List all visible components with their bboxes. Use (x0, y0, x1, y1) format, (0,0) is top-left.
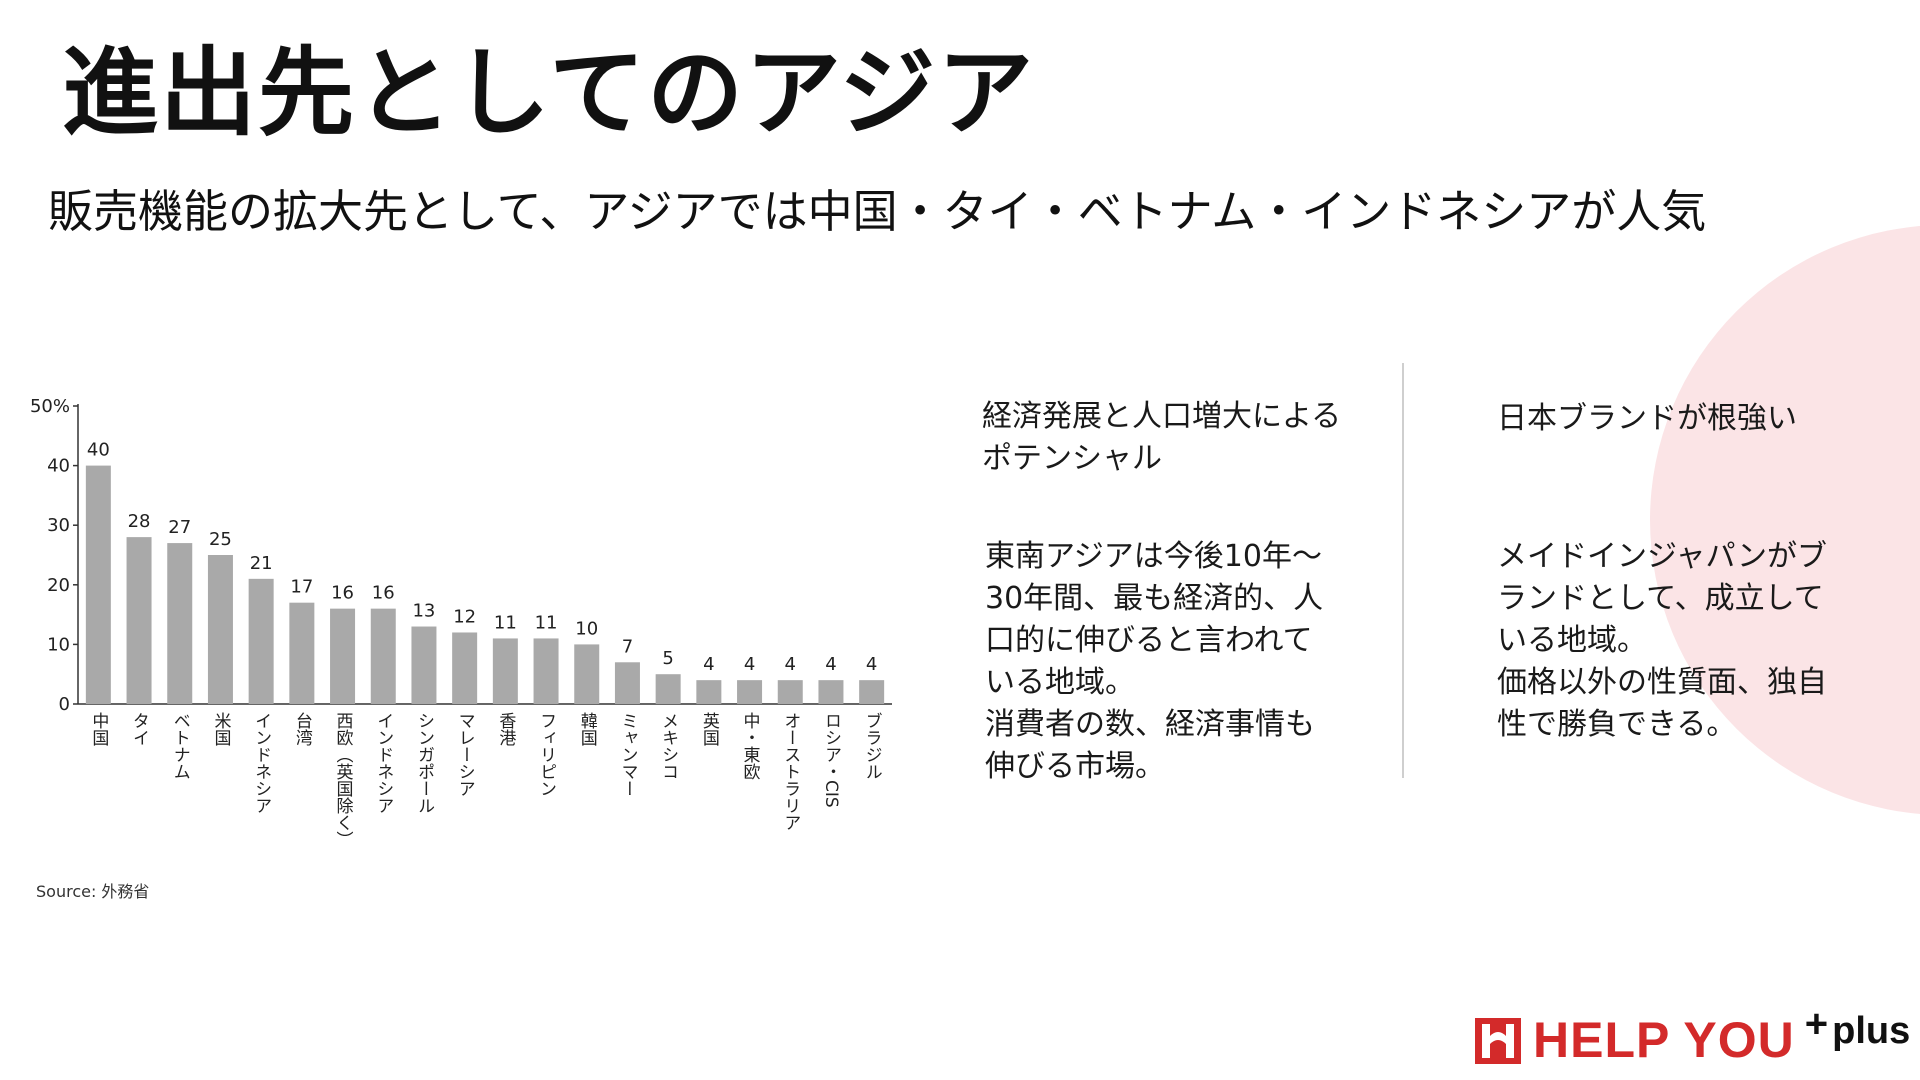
x-tick-label: マレーシア (455, 712, 475, 797)
bar (655, 674, 681, 704)
brand-heading: 日本ブランドが根強い (1497, 401, 1797, 436)
left-column-body: 東南アジアは今後10年〜 30年間、最も経済的、人 口的に伸びると言われて いる… (985, 536, 1385, 788)
bar-chart: 0 10 20 30 40 50% 40 中国 28 タイ 27 ベトナム 25 米国 21 インドネシア 17… (30, 396, 892, 848)
bar (737, 680, 763, 704)
x-tick-label: 米国 (210, 712, 231, 746)
column-divider (1402, 363, 1404, 778)
x-tick-label: 英国 (699, 712, 720, 746)
data-label: 11 (494, 612, 517, 633)
bar (452, 632, 478, 704)
data-label: 27 (168, 517, 191, 538)
data-label: 13 (412, 601, 435, 622)
bar (330, 608, 356, 704)
bar (126, 537, 152, 704)
y-tick-label: 20 (47, 575, 70, 596)
bar (777, 680, 803, 704)
x-tick-label: フィリピン (536, 712, 556, 797)
data-label: 4 (703, 654, 714, 675)
x-tick-label: 香港 (495, 712, 515, 746)
x-tick-label: 台湾 (292, 712, 313, 747)
y-tick-label: 40 (47, 456, 70, 477)
y-tick-label: 10 (47, 634, 70, 655)
source-note: Source: 外務省 (36, 882, 150, 901)
bar (859, 680, 885, 704)
x-tick-label: タイ (129, 712, 149, 746)
x-tick-label: ブラジル (862, 712, 882, 780)
data-label: 4 (866, 654, 877, 675)
bar (85, 465, 111, 704)
data-label: 10 (575, 618, 598, 639)
data-label: 5 (662, 648, 673, 669)
data-label: 40 (87, 440, 110, 461)
potential-body: 東南アジアは今後10年〜 30年間、最も経済的、人 口的に伸びると言われて いる… (985, 539, 1324, 784)
brand-mark-icon (1475, 1018, 1521, 1064)
data-label: 4 (825, 654, 836, 675)
x-tick-label: 西欧（英国除く） (333, 712, 354, 848)
data-label: 25 (209, 529, 232, 550)
right-column-heading: 日本ブランドが根強い (1497, 398, 1897, 440)
bar (818, 680, 844, 704)
x-tick-label: 韓国 (577, 712, 598, 746)
bar (411, 626, 437, 704)
x-tick-label: メキシコ (658, 712, 678, 780)
x-tick-label: オーストラリア (780, 712, 800, 831)
y-tick-label: 50% (30, 396, 70, 417)
logo-plus-sign: + (1804, 1002, 1829, 1046)
x-tick-label: シンガポール (414, 712, 434, 814)
x-tick-label: 中・東欧 (740, 712, 761, 780)
x-tick-label: インドネシア (373, 712, 393, 814)
x-tick-label: ベトナム (170, 712, 190, 780)
data-label: 16 (372, 583, 395, 604)
bar (492, 638, 518, 704)
data-label: 4 (744, 654, 755, 675)
data-label: 4 (785, 654, 796, 675)
data-label: 21 (250, 553, 273, 574)
bar (207, 555, 233, 704)
x-tick-label: ミャンマー (617, 712, 637, 797)
bar (533, 638, 559, 704)
bar (370, 608, 396, 704)
logo-text: HELP YOU (1533, 1012, 1795, 1068)
logo-plus-word: plus (1832, 1010, 1911, 1052)
x-tick-label: 中国 (88, 712, 108, 746)
company-logo: HELP YOU + plus (1475, 1004, 1910, 1070)
data-label: 11 (535, 612, 558, 633)
potential-heading: 経済発展と人口増大による ポテンシャル (982, 399, 1342, 476)
data-label: 28 (128, 511, 151, 532)
y-tick-label: 30 (47, 515, 70, 536)
data-label: 17 (290, 577, 313, 598)
x-tick-label: ロシア・CIS (821, 712, 841, 808)
bar (574, 644, 600, 704)
bar (167, 543, 193, 704)
page-title: 進出先としてのアジア (62, 37, 1036, 149)
bar (696, 680, 722, 704)
page-subtitle: 販売機能の拡大先として、アジアでは中国・タイ・ベトナム・インドネシアが人気 (48, 185, 1707, 238)
data-label: 12 (453, 606, 476, 627)
left-column-heading: 経済発展と人口増大による ポテンシャル (982, 396, 1382, 480)
x-tick-label: インドネシア (251, 712, 271, 814)
right-column-body: メイドインジャパンがブ ランドとして、成立して いる地域。 価格以外の性質面、独… (1497, 536, 1897, 746)
bar (614, 662, 640, 704)
data-label: 7 (622, 636, 633, 657)
brand-body: メイドインジャパンがブ ランドとして、成立して いる地域。 価格以外の性質面、独… (1497, 539, 1827, 742)
data-label: 16 (331, 583, 354, 604)
bar (248, 578, 274, 704)
bar (289, 602, 315, 704)
y-tick-label: 0 (59, 694, 70, 715)
